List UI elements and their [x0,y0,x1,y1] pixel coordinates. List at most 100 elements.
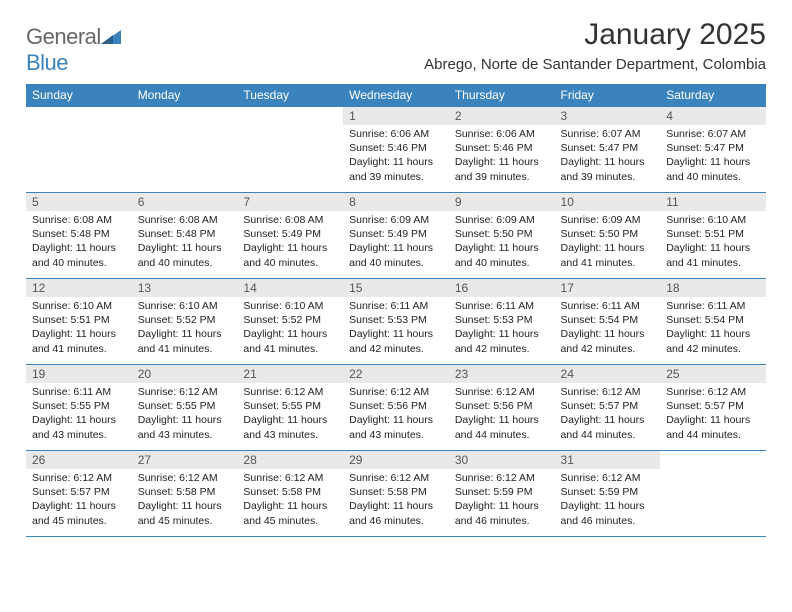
day-number: 31 [555,451,661,469]
day-number: 5 [26,193,132,211]
day-data: Sunrise: 6:12 AMSunset: 5:57 PMDaylight:… [26,469,132,532]
calendar-cell: 20Sunrise: 6:12 AMSunset: 5:55 PMDayligh… [132,365,238,451]
day-number: 21 [237,365,343,383]
calendar-row: 19Sunrise: 6:11 AMSunset: 5:55 PMDayligh… [26,365,766,451]
day-number: 11 [660,193,766,211]
day-data: Sunrise: 6:08 AMSunset: 5:48 PMDaylight:… [26,211,132,274]
calendar-cell: 24Sunrise: 6:12 AMSunset: 5:57 PMDayligh… [555,365,661,451]
day-number: 3 [555,107,661,125]
weekday-header: Sunday [26,84,132,107]
day-data: Sunrise: 6:09 AMSunset: 5:50 PMDaylight:… [555,211,661,274]
calendar-cell: 29Sunrise: 6:12 AMSunset: 5:58 PMDayligh… [343,451,449,537]
day-data: Sunrise: 6:12 AMSunset: 5:56 PMDaylight:… [449,383,555,446]
day-data: Sunrise: 6:12 AMSunset: 5:55 PMDaylight:… [237,383,343,446]
month-title: January 2025 [424,18,766,52]
day-number: 15 [343,279,449,297]
day-number: 13 [132,279,238,297]
day-number: 19 [26,365,132,383]
day-number: 20 [132,365,238,383]
calendar-cell-empty [660,451,766,537]
day-data: Sunrise: 6:11 AMSunset: 5:54 PMDaylight:… [555,297,661,360]
day-data: Sunrise: 6:07 AMSunset: 5:47 PMDaylight:… [555,125,661,188]
day-data: Sunrise: 6:08 AMSunset: 5:49 PMDaylight:… [237,211,343,274]
day-number: 14 [237,279,343,297]
day-data: Sunrise: 6:12 AMSunset: 5:59 PMDaylight:… [555,469,661,532]
day-data: Sunrise: 6:12 AMSunset: 5:55 PMDaylight:… [132,383,238,446]
day-data: Sunrise: 6:12 AMSunset: 5:57 PMDaylight:… [660,383,766,446]
weekday-header: Monday [132,84,238,107]
calendar-cell: 26Sunrise: 6:12 AMSunset: 5:57 PMDayligh… [26,451,132,537]
weekday-header: Friday [555,84,661,107]
calendar-cell: 2Sunrise: 6:06 AMSunset: 5:46 PMDaylight… [449,107,555,193]
day-data: Sunrise: 6:12 AMSunset: 5:58 PMDaylight:… [132,469,238,532]
day-number: 18 [660,279,766,297]
day-number: 27 [132,451,238,469]
day-number: 17 [555,279,661,297]
header: GeneralBlue January 2025 Abrego, Norte d… [26,18,766,76]
calendar-cell: 25Sunrise: 6:12 AMSunset: 5:57 PMDayligh… [660,365,766,451]
calendar-cell: 28Sunrise: 6:12 AMSunset: 5:58 PMDayligh… [237,451,343,537]
calendar-row: 26Sunrise: 6:12 AMSunset: 5:57 PMDayligh… [26,451,766,537]
calendar-cell: 14Sunrise: 6:10 AMSunset: 5:52 PMDayligh… [237,279,343,365]
calendar-cell: 8Sunrise: 6:09 AMSunset: 5:49 PMDaylight… [343,193,449,279]
day-number: 25 [660,365,766,383]
calendar-row: 12Sunrise: 6:10 AMSunset: 5:51 PMDayligh… [26,279,766,365]
calendar-cell: 19Sunrise: 6:11 AMSunset: 5:55 PMDayligh… [26,365,132,451]
calendar-cell: 11Sunrise: 6:10 AMSunset: 5:51 PMDayligh… [660,193,766,279]
day-number: 24 [555,365,661,383]
calendar-body: 1Sunrise: 6:06 AMSunset: 5:46 PMDaylight… [26,107,766,537]
calendar-cell: 30Sunrise: 6:12 AMSunset: 5:59 PMDayligh… [449,451,555,537]
weekday-header: Tuesday [237,84,343,107]
day-data: Sunrise: 6:12 AMSunset: 5:56 PMDaylight:… [343,383,449,446]
weekday-header: Thursday [449,84,555,107]
day-data: Sunrise: 6:07 AMSunset: 5:47 PMDaylight:… [660,125,766,188]
calendar-cell: 23Sunrise: 6:12 AMSunset: 5:56 PMDayligh… [449,365,555,451]
day-number: 23 [449,365,555,383]
day-number: 2 [449,107,555,125]
day-data: Sunrise: 6:12 AMSunset: 5:58 PMDaylight:… [343,469,449,532]
calendar-cell: 4Sunrise: 6:07 AMSunset: 5:47 PMDaylight… [660,107,766,193]
calendar-cell: 13Sunrise: 6:10 AMSunset: 5:52 PMDayligh… [132,279,238,365]
day-data: Sunrise: 6:08 AMSunset: 5:48 PMDaylight:… [132,211,238,274]
day-number: 30 [449,451,555,469]
logo: GeneralBlue [26,24,121,76]
day-data: Sunrise: 6:11 AMSunset: 5:54 PMDaylight:… [660,297,766,360]
calendar-cell: 27Sunrise: 6:12 AMSunset: 5:58 PMDayligh… [132,451,238,537]
calendar-cell-empty [237,107,343,193]
location-text: Abrego, Norte de Santander Department, C… [424,56,766,73]
day-number: 8 [343,193,449,211]
day-data: Sunrise: 6:06 AMSunset: 5:46 PMDaylight:… [449,125,555,188]
day-data: Sunrise: 6:12 AMSunset: 5:57 PMDaylight:… [555,383,661,446]
day-data: Sunrise: 6:09 AMSunset: 5:49 PMDaylight:… [343,211,449,274]
calendar-cell: 12Sunrise: 6:10 AMSunset: 5:51 PMDayligh… [26,279,132,365]
calendar-cell-empty [132,107,238,193]
day-data: Sunrise: 6:11 AMSunset: 5:53 PMDaylight:… [343,297,449,360]
calendar-row: 5Sunrise: 6:08 AMSunset: 5:48 PMDaylight… [26,193,766,279]
day-number: 6 [132,193,238,211]
calendar-cell: 22Sunrise: 6:12 AMSunset: 5:56 PMDayligh… [343,365,449,451]
weekday-header-row: SundayMondayTuesdayWednesdayThursdayFrid… [26,84,766,107]
day-data: Sunrise: 6:09 AMSunset: 5:50 PMDaylight:… [449,211,555,274]
calendar-cell: 17Sunrise: 6:11 AMSunset: 5:54 PMDayligh… [555,279,661,365]
day-data: Sunrise: 6:10 AMSunset: 5:51 PMDaylight:… [660,211,766,274]
logo-triangle-icon [101,24,121,50]
day-number: 12 [26,279,132,297]
title-block: January 2025 Abrego, Norte de Santander … [424,18,766,73]
weekday-header: Saturday [660,84,766,107]
day-number: 1 [343,107,449,125]
day-data: Sunrise: 6:12 AMSunset: 5:59 PMDaylight:… [449,469,555,532]
day-data: Sunrise: 6:11 AMSunset: 5:55 PMDaylight:… [26,383,132,446]
calendar-table: SundayMondayTuesdayWednesdayThursdayFrid… [26,84,766,537]
logo-text-blue: Blue [26,50,68,75]
calendar-cell: 9Sunrise: 6:09 AMSunset: 5:50 PMDaylight… [449,193,555,279]
day-data: Sunrise: 6:06 AMSunset: 5:46 PMDaylight:… [343,125,449,188]
day-number: 22 [343,365,449,383]
day-data: Sunrise: 6:12 AMSunset: 5:58 PMDaylight:… [237,469,343,532]
day-data: Sunrise: 6:10 AMSunset: 5:52 PMDaylight:… [132,297,238,360]
day-number: 29 [343,451,449,469]
day-number: 7 [237,193,343,211]
day-number: 4 [660,107,766,125]
day-data: Sunrise: 6:11 AMSunset: 5:53 PMDaylight:… [449,297,555,360]
day-number: 26 [26,451,132,469]
calendar-cell: 10Sunrise: 6:09 AMSunset: 5:50 PMDayligh… [555,193,661,279]
